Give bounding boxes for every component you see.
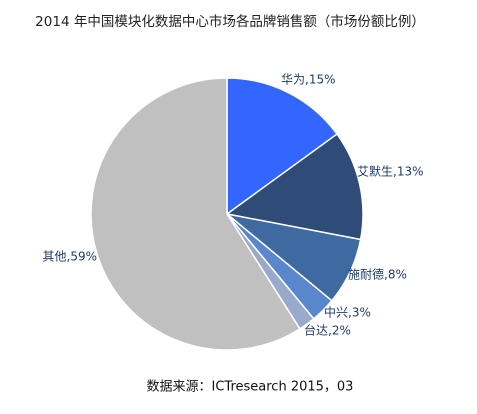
- data-label: 中兴,3%: [324, 305, 371, 320]
- data-label: 施耐德,8%: [348, 267, 407, 282]
- source-note: 数据来源：ICTresearch 2015，03: [147, 380, 354, 395]
- pie-slice: [90, 77, 301, 351]
- data-label: 艾默生,13%: [357, 164, 424, 179]
- pie-slice: [226, 77, 339, 216]
- data-label: 华为,15%: [281, 73, 336, 87]
- data-label: 其他,59%: [43, 250, 98, 264]
- data-label: 台达,2%: [304, 323, 351, 338]
- pie-slice: [225, 133, 364, 241]
- chart-title: 2014 年中国模块化数据中心市场各品牌销售额（市场份额比例）: [35, 13, 425, 30]
